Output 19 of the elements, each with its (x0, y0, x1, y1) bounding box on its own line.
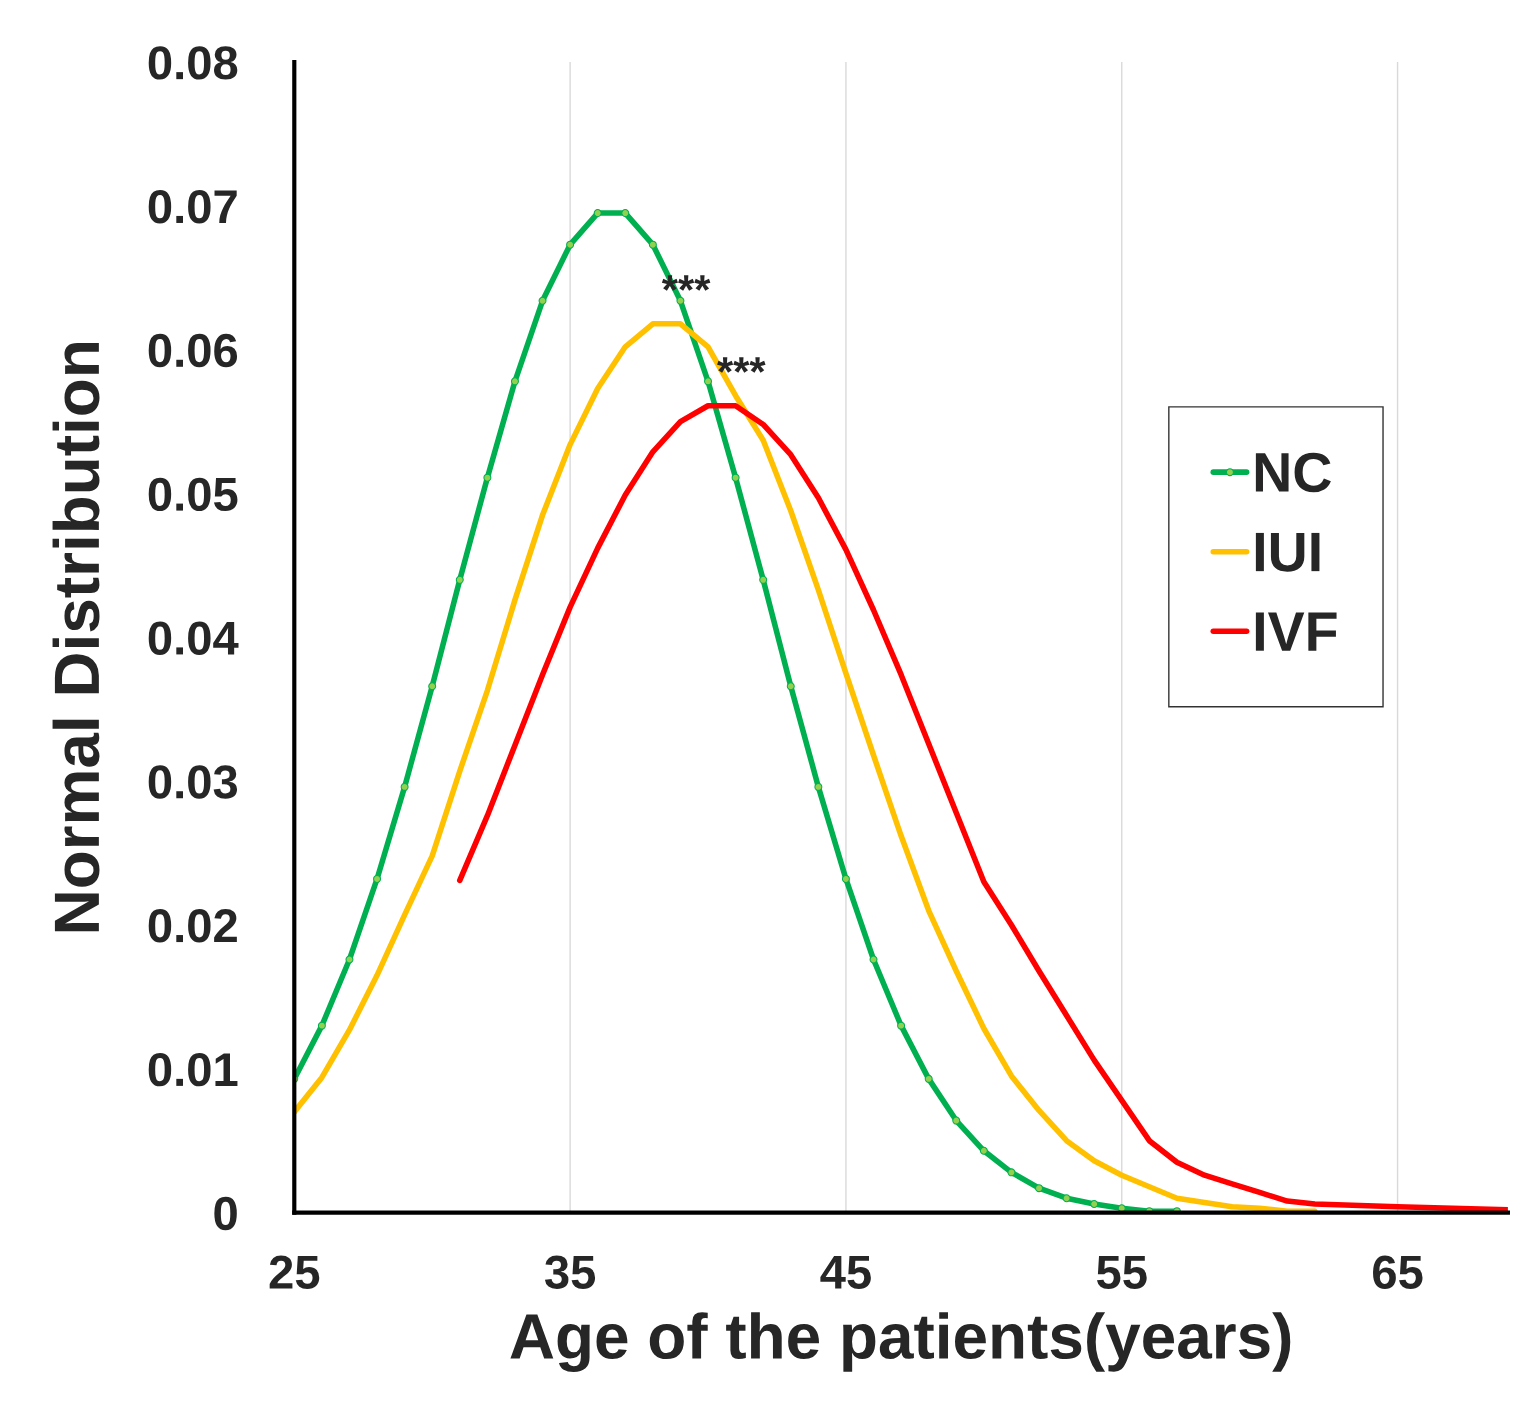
y-tick-label: 0.01 (148, 1052, 238, 1087)
legend-label: NC (1255, 452, 1331, 493)
y-tick-label: 0.07 (148, 190, 237, 224)
x-tick-label: 55 (1096, 1256, 1147, 1289)
y-tick-label: 0.04 (148, 621, 239, 655)
y-tick-label: 0.05 (148, 477, 238, 512)
legend-label: IUI (1255, 532, 1320, 572)
y-axis-title: Normal Distribution (52, 343, 100, 932)
y-tick-label: 0 (214, 1196, 237, 1231)
x-tick-label: 35 (544, 1255, 596, 1290)
y-tick-label: 0.08 (148, 46, 238, 80)
x-tick-label: 25 (269, 1255, 320, 1289)
x-tick-label: 65 (1373, 1255, 1423, 1289)
y-tick-label: 0.06 (148, 333, 238, 368)
legend-label: IVF (1255, 612, 1337, 651)
x-axis-title: Age of the patients(years) (510, 1312, 1291, 1373)
y-tick-label: 0.02 (148, 909, 237, 943)
x-tick-label: 45 (820, 1256, 871, 1289)
y-tick-label: 0.03 (148, 765, 238, 799)
